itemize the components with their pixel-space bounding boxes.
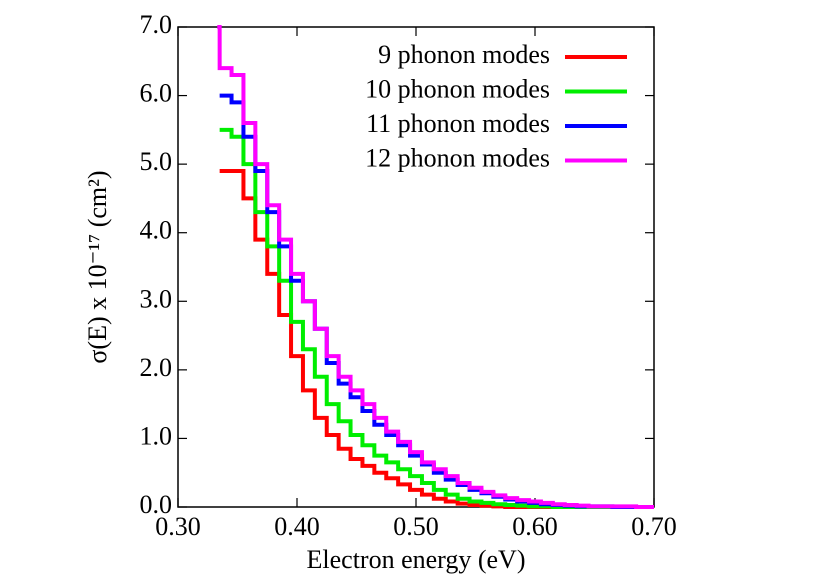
- x-tick-label: 0.70: [631, 512, 677, 541]
- y-tick-label: 6.0: [140, 79, 173, 108]
- y-tick-label: 4.0: [140, 216, 173, 245]
- x-axis-label: Electron energy (eV): [307, 545, 526, 574]
- legend-label: 12 phonon modes: [365, 143, 550, 172]
- y-tick-label: 5.0: [140, 147, 173, 176]
- y-tick-label: 3.0: [140, 284, 173, 313]
- y-tick-label: 1.0: [140, 421, 173, 450]
- legend-label: 10 phonon modes: [365, 74, 550, 103]
- x-tick-label: 0.60: [512, 512, 558, 541]
- series-line: [219, 169, 654, 509]
- x-tick-label: 0.30: [155, 512, 201, 541]
- y-axis-label: σ(E) x 10⁻¹⁷ (cm²): [83, 170, 112, 363]
- legend-label: 11 phonon modes: [366, 109, 550, 138]
- series-line: [219, 127, 654, 509]
- y-tick-label: 0.0: [140, 490, 173, 519]
- x-tick-label: 0.50: [393, 512, 439, 541]
- y-tick-label: 2.0: [140, 353, 173, 382]
- series-line: [217, 25, 654, 509]
- x-tick-label: 0.40: [274, 512, 320, 541]
- legend-label: 9 phonon modes: [378, 40, 550, 69]
- y-tick-label: 7.0: [140, 10, 173, 39]
